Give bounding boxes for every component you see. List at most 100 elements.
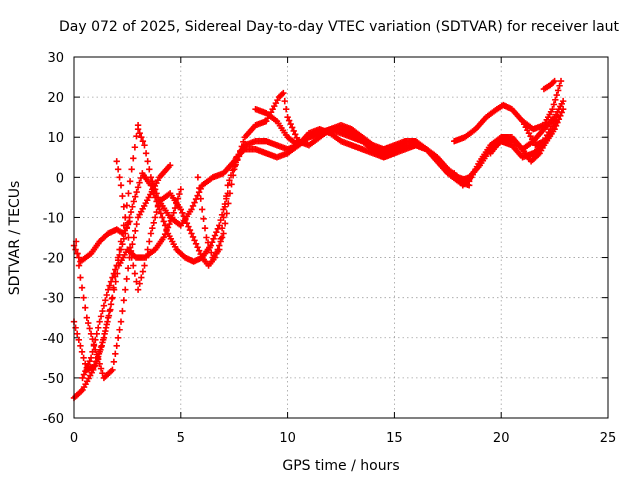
data-point: [120, 203, 128, 210]
data-point: [163, 226, 170, 233]
data-point: [149, 178, 156, 185]
data-point: [226, 177, 233, 184]
data-point: [234, 156, 241, 164]
data-point: [290, 127, 297, 135]
data-point: [128, 166, 135, 173]
data-point: [126, 244, 134, 251]
data-point: [107, 278, 115, 285]
data-point: [124, 265, 132, 272]
data-point: [136, 130, 143, 137]
data-point: [285, 117, 293, 124]
data-point: [103, 291, 110, 299]
data-point: [554, 87, 562, 94]
data-point: [557, 77, 565, 85]
data-point: [186, 226, 194, 234]
y-tick-label: -20: [43, 252, 64, 267]
data-point: [151, 186, 159, 193]
data-point: [97, 343, 105, 351]
data-point: [119, 307, 126, 315]
data-point: [211, 232, 219, 239]
x-tick-label: 15: [386, 431, 403, 446]
y-tick-label: -10: [43, 211, 64, 226]
data-point: [138, 274, 145, 281]
y-tick-label: -60: [43, 412, 64, 427]
data-point: [154, 194, 162, 201]
data-point: [77, 274, 84, 281]
data-point: [125, 234, 132, 241]
data-point: [95, 324, 102, 331]
data-point: [191, 237, 198, 244]
data-point: [228, 181, 235, 188]
data-point: [122, 230, 129, 237]
data-point: [122, 214, 129, 221]
data-point: [133, 278, 140, 285]
data-point: [552, 96, 559, 103]
data-point: [218, 224, 226, 232]
data-point: [93, 330, 100, 337]
data-point: [232, 161, 239, 168]
data-point: [117, 246, 125, 253]
data-point: [132, 193, 139, 200]
data-point: [196, 184, 203, 192]
data-point: [85, 319, 92, 327]
data-point: [97, 313, 105, 320]
data-point: [75, 262, 83, 269]
data-point: [116, 174, 123, 181]
y-tick-label: -30: [43, 292, 64, 307]
x-tick-label: 5: [177, 431, 185, 446]
data-point: [146, 238, 153, 245]
data-point: [231, 166, 238, 173]
data-point: [221, 220, 229, 227]
data-point: [153, 208, 160, 216]
data-point: [120, 235, 128, 243]
data-point: [102, 327, 109, 335]
data-point: [138, 134, 145, 141]
data-point: [133, 133, 140, 140]
data-point: [153, 190, 160, 197]
data-point: [110, 286, 118, 293]
data-point: [114, 334, 122, 341]
data-point: [96, 348, 103, 356]
data-point: [114, 257, 122, 264]
y-tick-label: -50: [43, 372, 64, 387]
data-point: [151, 214, 159, 221]
data-point: [208, 249, 215, 256]
data-point: [109, 274, 116, 281]
data-point: [191, 199, 198, 206]
data-point: [114, 166, 122, 173]
series-track-8: [194, 126, 473, 261]
data-point: [195, 247, 203, 254]
data-point: [78, 348, 86, 356]
data-point: [100, 334, 108, 341]
y-tick-label: 10: [47, 131, 64, 146]
data-point: [557, 112, 564, 120]
data-point: [82, 368, 89, 375]
data-point: [133, 220, 140, 228]
data-point: [130, 155, 137, 162]
data-point: [85, 361, 92, 368]
data-point: [218, 234, 226, 241]
data-point: [198, 206, 206, 213]
data-point: [553, 91, 560, 99]
data-point: [550, 101, 558, 108]
data-point: [86, 357, 93, 365]
data-point: [144, 158, 151, 165]
data-point: [100, 302, 108, 309]
data-point: [128, 254, 135, 261]
data-point: [74, 250, 81, 257]
data-point: [99, 307, 106, 315]
data-point: [80, 371, 88, 378]
data-point: [131, 270, 139, 277]
data-point: [120, 297, 128, 304]
gridlines: [74, 57, 608, 418]
data-point: [125, 190, 132, 197]
data-point: [104, 314, 112, 321]
data-point: [87, 354, 95, 362]
data-point: [192, 240, 200, 248]
data-point: [122, 286, 129, 293]
data-point: [110, 270, 118, 277]
axis-ticks: 0 5 10 15 20 25 -60 -50 -40 -30 -20 -10 0 10 20 30: [43, 51, 617, 446]
data-point: [221, 203, 229, 210]
data-point: [123, 224, 131, 231]
